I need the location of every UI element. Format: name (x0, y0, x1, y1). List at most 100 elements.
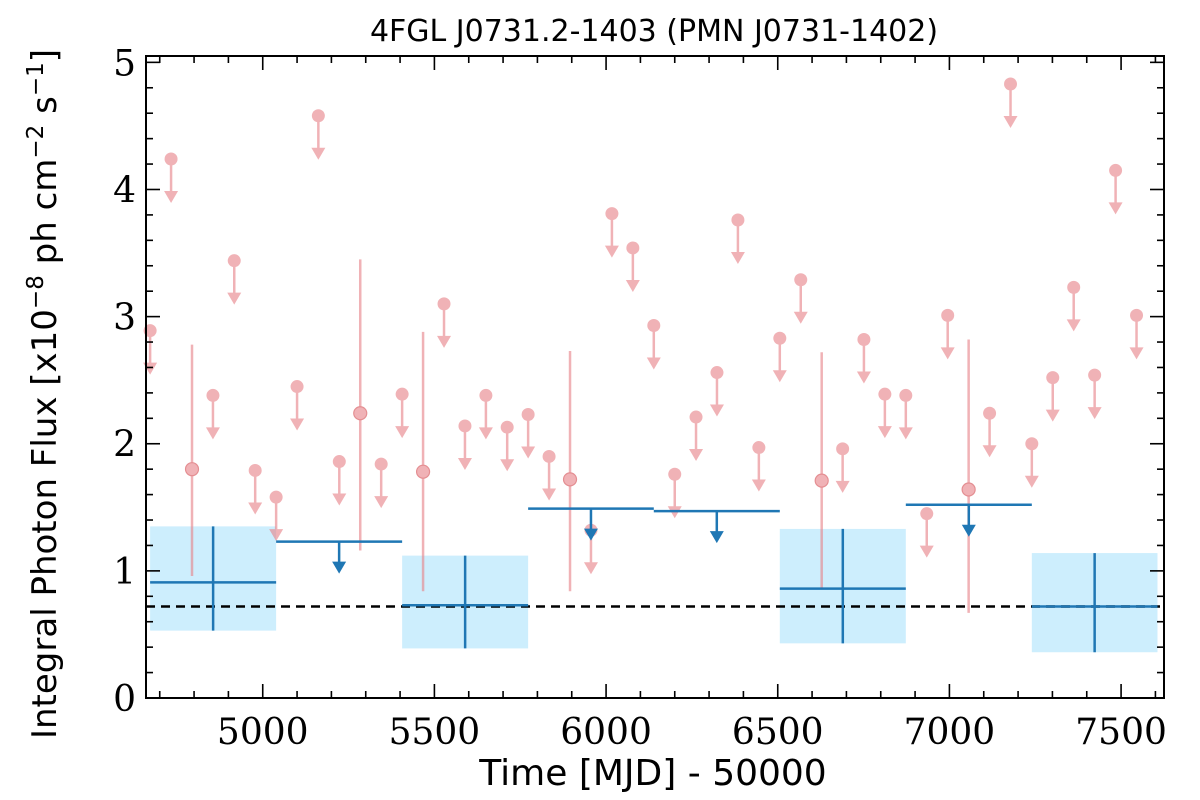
short-bin-detection-marker (961, 482, 976, 497)
short-bin-upper-limit-marker (1046, 371, 1060, 385)
short-bin-upper-limit-marker (269, 490, 283, 504)
x-tick-label: 5000 (217, 712, 309, 753)
short-bin-upper-limit-marker (1130, 308, 1144, 322)
short-bin-upper-limit-12 (457, 419, 472, 470)
short-bin-upper-limit-arrowhead (205, 427, 220, 440)
short-bin-upper-limit-marker (920, 507, 934, 521)
short-bin-upper-limit-5 (269, 490, 284, 542)
short-bin-upper-limit-arrowhead (227, 292, 242, 305)
short-bin-upper-limit-arrowhead (457, 457, 472, 470)
short-bin-upper-limit-marker (668, 467, 682, 481)
short-bin-upper-limit-40 (1108, 163, 1123, 215)
long-bin-detection-0 (150, 526, 277, 631)
short-bin-upper-limit-39 (1087, 368, 1102, 420)
x-axis-label: Time [MJD] - 50000 (478, 753, 826, 794)
short-bin-upper-limit-arrowhead (730, 251, 745, 264)
long-bin-upper-limit-arrowhead (332, 561, 347, 574)
short-bin-upper-limit-16 (542, 449, 557, 501)
short-bin-detection-4 (814, 352, 829, 589)
short-bin-upper-limit-22 (689, 410, 704, 462)
short-bin-upper-limit-38 (1066, 280, 1081, 332)
axes-frame (145, 55, 1165, 699)
short-bin-upper-limit-marker (794, 273, 808, 287)
short-bin-detection-5 (961, 339, 976, 613)
short-bin-upper-limit-marker (500, 420, 514, 434)
short-bin-upper-limit-arrowhead (856, 371, 871, 384)
short-bin-upper-limit-arrowhead (646, 357, 661, 370)
short-bin-upper-limit-28 (835, 442, 850, 493)
y-axis-label-exponent-1: −8 (23, 275, 49, 309)
short-bin-upper-limit-arrowhead (877, 426, 892, 439)
short-bin-upper-limit-arrowhead (395, 426, 410, 439)
y-tick-label: 3 (113, 298, 136, 339)
short-bin-upper-limit-14 (500, 420, 515, 472)
short-bin-detection-0 (184, 344, 200, 576)
short-bin-upper-limit-marker (395, 387, 409, 401)
short-bin-upper-limit-marker (290, 380, 304, 394)
short-bin-upper-limit-25 (751, 441, 766, 492)
short-bin-upper-limit-arrowhead (290, 418, 305, 431)
short-bin-upper-limit-arrowhead (269, 529, 284, 542)
long-bin-upper-limit-arrowhead (961, 524, 976, 537)
y-tick-label: 4 (113, 170, 136, 211)
x-tick-label: 7500 (1075, 712, 1167, 753)
short-bin-upper-limit-marker (878, 387, 892, 401)
long-bin-upper-limit-3 (905, 503, 1032, 537)
short-bin-upper-limit-marker (227, 254, 241, 268)
short-bin-upper-limit-arrowhead (689, 449, 704, 462)
short-bin-detections (184, 259, 976, 613)
short-bin-upper-limit-arrowhead (1066, 319, 1081, 332)
short-bin-upper-limit-26 (772, 331, 787, 383)
long-bin-upper-limit-arrowhead (583, 528, 598, 541)
short-bin-upper-limit-marker (1004, 77, 1018, 91)
short-bin-upper-limit-marker (311, 109, 325, 123)
short-bin-detection-marker (353, 406, 368, 421)
short-bin-upper-limit-27 (793, 273, 808, 324)
short-bin-upper-limit-marker (479, 388, 493, 402)
chart-title: 4FGL J0731.2-1403 (PMN J0731-1402) (370, 14, 938, 49)
short-bin-upper-limit-marker (836, 442, 850, 456)
short-bin-upper-limit-arrowhead (919, 545, 934, 558)
long-bin-detection-1 (402, 555, 529, 649)
y-axis-label-exponent-2: −2 (23, 125, 49, 159)
y-axis-label-base: Integral Photon Flux [x10 (25, 309, 65, 739)
short-bin-upper-limit-marker (437, 297, 451, 311)
short-bin-upper-limit-arrowhead (898, 427, 913, 440)
short-bin-upper-limit-marker (752, 441, 766, 455)
svg-text:Integral Photon Flux [x10−8 ph: Integral Photon Flux [x10−8 ph cm−2 s−1] (23, 49, 65, 739)
short-bin-upper-limit-marker (857, 332, 871, 346)
short-bin-upper-limit-arrowhead (1108, 202, 1123, 215)
short-bin-upper-limits (143, 77, 1144, 575)
short-bin-upper-limit-arrowhead (478, 427, 493, 440)
short-bin-upper-limit-marker (605, 207, 619, 221)
short-bin-upper-limit-13 (478, 388, 493, 440)
short-bin-upper-limit-arrowhead (835, 480, 850, 493)
y-axis-label-unit-ph-cm: ph cm (25, 159, 65, 276)
short-bin-upper-limit-marker (899, 388, 913, 402)
short-bin-upper-limit-36 (1024, 437, 1039, 488)
short-bin-upper-limit-marker (458, 419, 472, 433)
short-bin-detection-3 (562, 350, 578, 592)
short-bin-upper-limit-marker (206, 388, 220, 402)
short-bin-upper-limit-3 (227, 254, 242, 305)
short-bin-upper-limit-marker (542, 449, 556, 463)
short-bin-upper-limit-8 (332, 455, 347, 506)
short-bin-upper-limit-34 (982, 406, 997, 458)
short-bin-detection-2 (415, 331, 431, 592)
short-bin-upper-limit-33 (940, 308, 955, 360)
short-bin-upper-limit-41 (1129, 308, 1144, 360)
short-bin-upper-limit-arrowhead (1129, 347, 1144, 360)
short-bin-upper-limit-31 (898, 388, 913, 440)
short-bin-upper-limit-marker (689, 410, 703, 424)
short-bin-upper-limit-35 (1003, 77, 1018, 128)
short-bin-detection-marker (814, 473, 829, 488)
short-bin-upper-limit-arrowhead (1024, 475, 1039, 488)
short-bin-upper-limit-marker (1088, 368, 1102, 382)
short-bin-upper-limit-marker (983, 406, 997, 420)
short-bin-upper-limit-arrowhead (583, 562, 598, 575)
short-bin-detection-1 (353, 259, 368, 551)
short-bin-upper-limit-arrowhead (709, 404, 724, 417)
y-axis-label-unit-s: s (25, 96, 65, 125)
short-bin-upper-limit-arrowhead (542, 488, 557, 501)
short-bin-upper-limit-6 (290, 380, 305, 431)
